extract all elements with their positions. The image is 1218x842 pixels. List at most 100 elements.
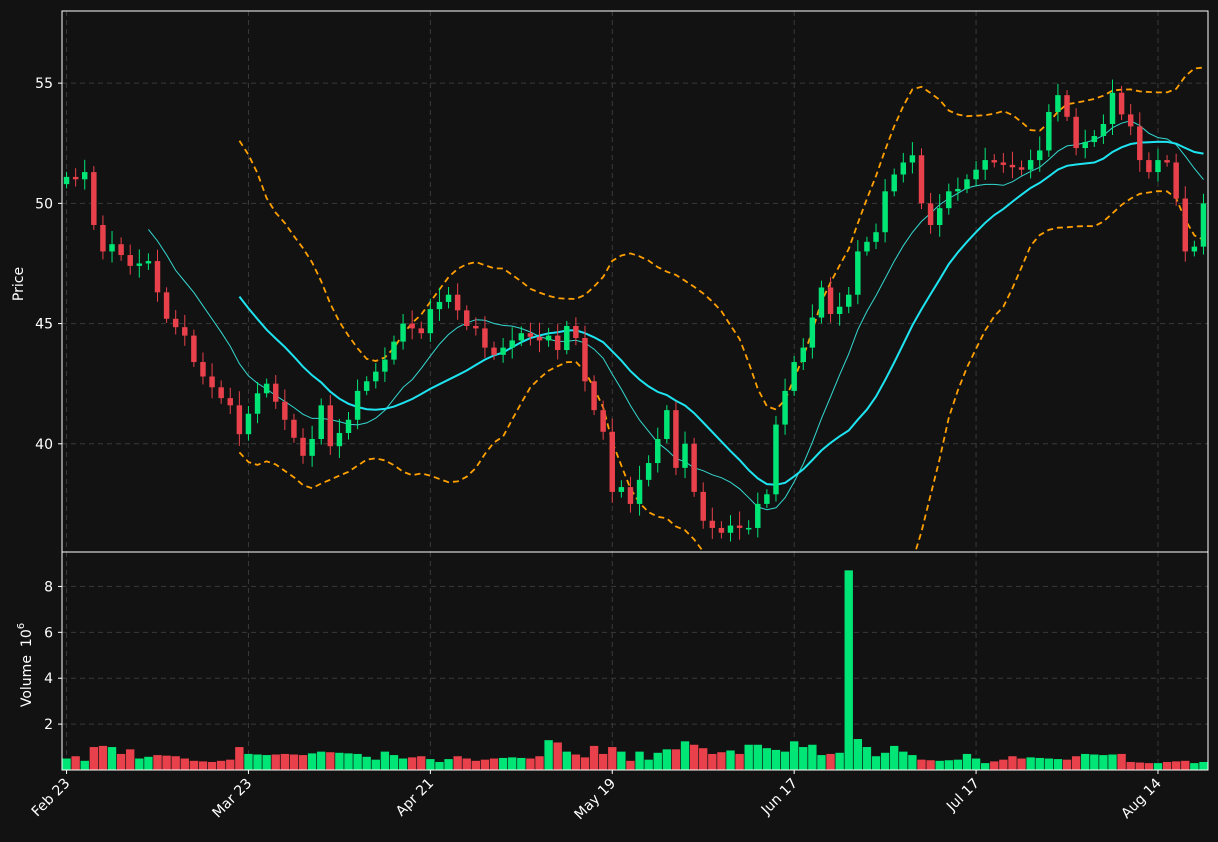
lower-band-line [238,190,1204,552]
volume-bar [71,756,80,770]
candle-body [245,413,252,435]
candle-body [418,328,424,334]
candle-body [100,224,106,252]
candle-body [309,438,315,456]
volume-bar [189,760,199,770]
volume-bar [298,755,308,770]
volume-bar [1153,763,1163,770]
candle-body [1046,111,1052,151]
volume-bar [626,760,635,770]
volume-tick-label: 2 [44,717,53,733]
volume-bar [362,756,371,770]
candle-body [718,527,725,533]
candle-body [827,287,834,314]
volume-bar [435,761,444,770]
candle-body [327,405,334,447]
candle-body [382,359,388,372]
candle-body [300,437,306,456]
candle-body [554,335,561,351]
candle-body [882,191,888,233]
volume-bar [207,761,217,770]
candle-body [1073,116,1079,149]
volume-bar [598,753,608,770]
candle-body [182,327,188,336]
volume-bar [717,752,726,770]
volume-bar [526,758,535,770]
candle-body [1146,160,1152,173]
volume-bar [589,745,599,770]
volume-bar [708,753,717,770]
candle-body [1091,136,1098,143]
candle-body [936,208,943,225]
candle-body [63,176,70,185]
volume-bar [198,761,208,770]
volume-bar [407,757,417,770]
volume-bar [1190,763,1199,770]
candle-body [400,323,406,342]
volume-bar [899,751,908,770]
volume-bar [1126,761,1135,770]
volume-axis-title-text: Volume [19,655,35,707]
volume-bar [1090,754,1099,770]
candle-body [1164,160,1170,163]
volume-bar [917,759,926,770]
volume-bar [144,756,153,770]
candle-body [891,174,897,192]
volume-bar [689,744,699,770]
volume-bar [107,747,117,770]
candle-body [391,341,397,360]
volume-bar [908,755,917,770]
volume-bar [962,753,972,770]
candle-body [109,244,115,252]
volume-bar [489,758,499,770]
candle-body [791,362,797,391]
price-panel: 40 45 50 55 [35,10,1209,553]
volume-bar [535,756,544,770]
candle-body [163,292,170,319]
volume-bar [944,760,953,770]
volume-bar [371,759,380,770]
volume-bar [80,760,89,770]
volume-bar [835,752,844,770]
volume-bar [498,757,508,770]
candle-body [691,443,697,492]
volume-bar [344,753,353,770]
candle-body [1037,150,1043,161]
candle-body [373,371,379,382]
volume-bar [280,753,290,770]
candle-body [82,172,88,180]
volume-bar [353,753,362,770]
volume-bar [289,754,299,770]
candle-body [855,251,861,295]
candle-body [454,294,461,311]
candle-body [755,503,761,528]
candle-body [236,405,243,435]
candle-body [600,410,606,432]
candle-body [345,419,352,433]
candle-body [573,325,579,339]
volume-bar [462,758,471,770]
volume-bar [671,749,681,770]
candle-body [818,287,825,318]
upper-band-line [238,66,1204,411]
volume-bar [644,759,653,770]
candle-body [927,203,934,225]
volume-bar [553,742,562,770]
volume-bar [971,758,981,770]
candle-body [118,244,124,256]
candle-body [964,179,970,189]
volume-bar [244,753,253,770]
volume-bar [226,759,235,770]
volume-bar [935,760,944,770]
volume-bar [862,747,872,770]
volume-bar [389,755,399,770]
volume-bar [853,739,863,770]
candle-body [655,438,661,464]
candle-body [509,340,515,348]
volume-bar [162,755,171,770]
candle-body [564,325,570,351]
volume-bar [562,751,571,770]
volume-axis-title-exponent-base: 10 [19,629,35,647]
candle-body [1000,162,1007,165]
candle-body [227,398,233,406]
